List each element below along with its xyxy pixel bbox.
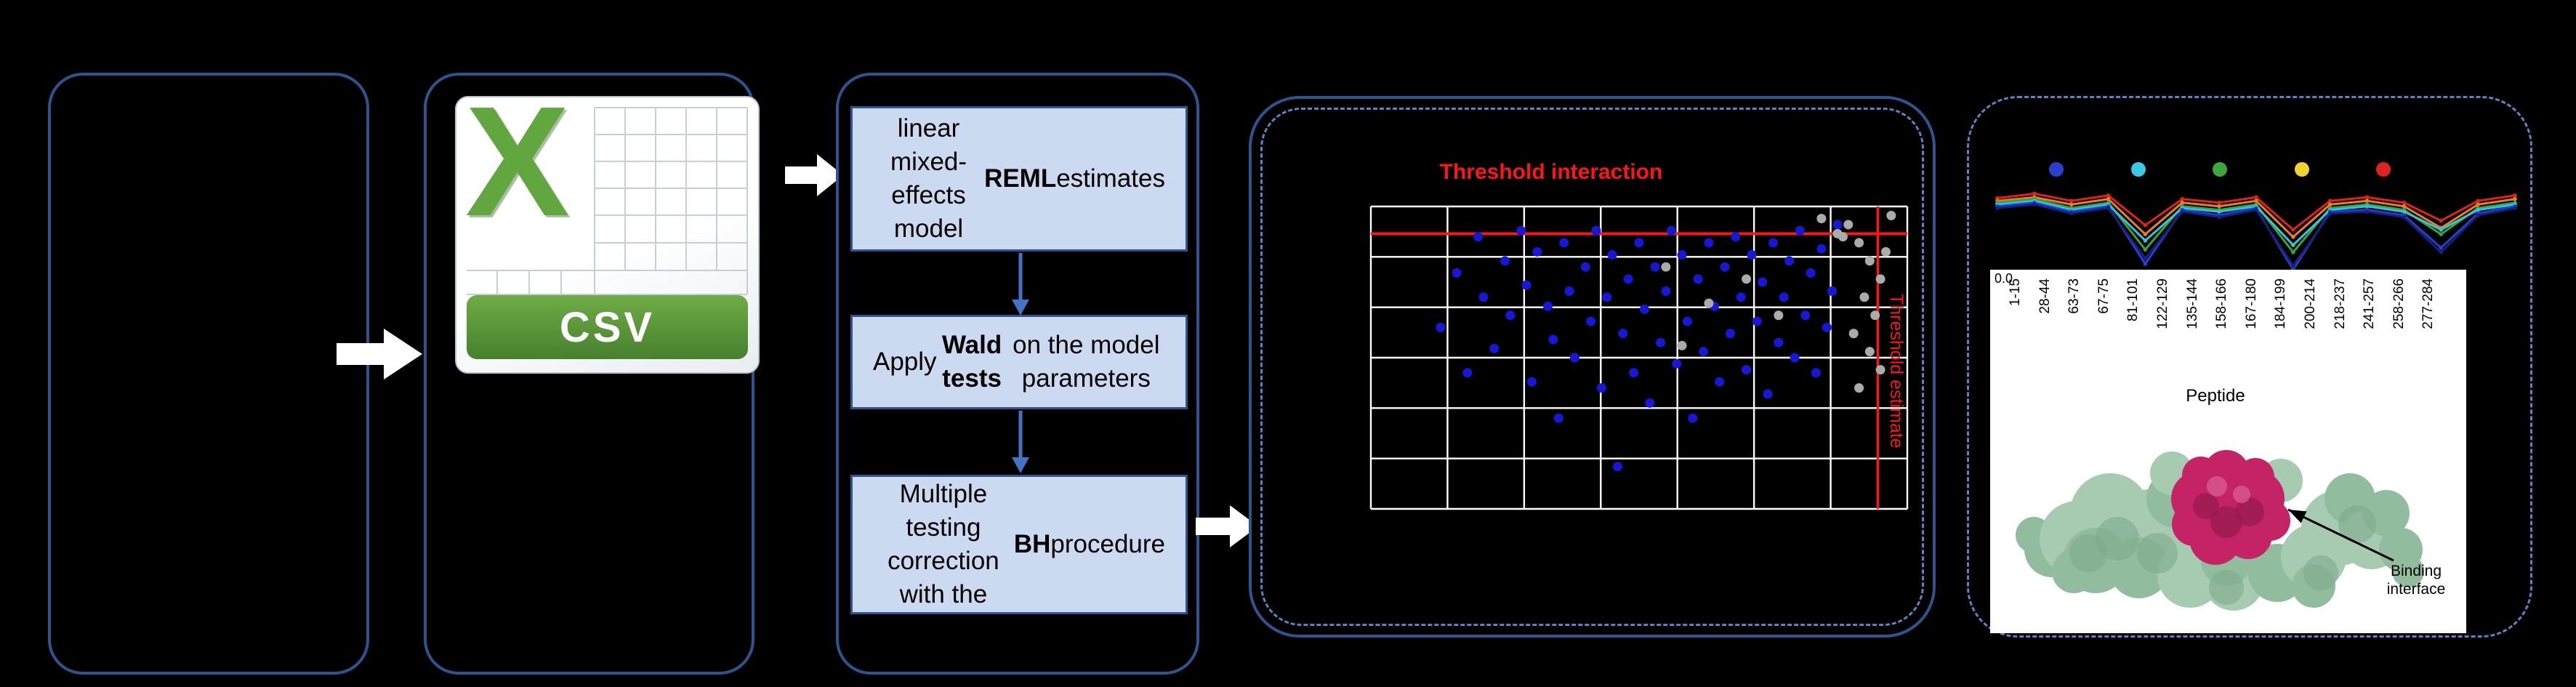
protein-surface [2016,451,2424,611]
y-axis-tick: 0.0 [1995,271,2013,286]
annotation-arrow [2287,508,2394,562]
peptide-profile-panel: 0.0 1-15 28-44 63-73 67-75 81-101 122-129 135-… [1967,96,2532,638]
peptide-axis-title: Peptide [2186,386,2245,406]
binding-region [2171,450,2290,565]
condition-dot-icon [2213,162,2227,177]
csv-file-icon: X CSV [455,83,760,374]
binding-interface-label: Binding interface [2386,563,2446,598]
excel-x-logo: X [465,73,570,249]
protein-structure [2016,450,2424,611]
profile-axis-area: 0.0 1-15 28-44 63-73 67-75 81-101 122-129 135-… [1990,270,2466,633]
threshold-estimate-label: Threshold estimate [1886,294,1907,449]
step-fit-lmm: Fit a linear mixed-effects model with RE… [850,80,1188,276]
csv-file-panel: X CSV [424,73,760,675]
step-bh-correction: Multiple testing correction with the BH … [850,475,1188,614]
down-arrow-icon [1012,411,1029,473]
statistics-steps-panel: Fit a linear mixed-effects model with RE… [836,73,1199,675]
down-arrow-icon [1012,253,1029,316]
right-arrow-icon [337,329,422,379]
condition-dot-icon [2049,162,2064,177]
condition-dot-icon [2294,162,2309,177]
condition-legend [2049,162,2391,177]
input-data-panel [48,73,369,675]
condition-dot-icon [2376,162,2391,177]
condition-dot-icon [2130,162,2146,177]
dashed-border [1260,108,1924,626]
spreadsheet-grid-icon [467,107,748,295]
profile-line-chart [1995,191,2517,272]
scatter-plot [1369,205,1909,510]
csv-banner: CSV [467,295,748,359]
csv-label: CSV [559,303,656,351]
threshold-scatter-panel: Threshold interaction Threshold estimate [1249,96,1936,638]
step-wald-tests: Apply Wald tests on the model parameters [850,315,1188,409]
scatter-title: Threshold interaction [1439,160,1663,184]
right-arrow-icon [1196,505,1258,547]
right-arrow-icon [785,154,843,196]
